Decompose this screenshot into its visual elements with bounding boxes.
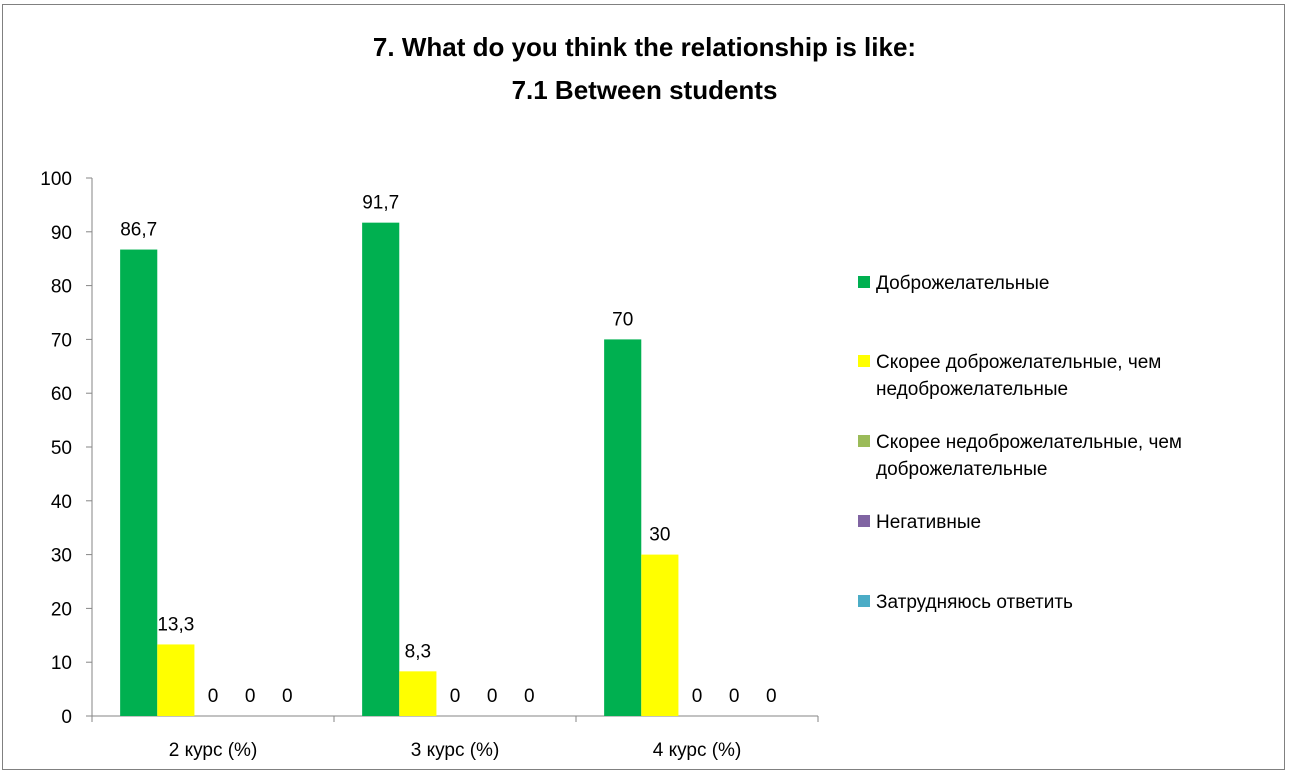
legend-label-line: доброжелательные: [876, 459, 1048, 480]
data-label: 86,7: [120, 220, 157, 241]
data-label: 0: [487, 686, 498, 707]
legend-swatch: [858, 595, 870, 607]
y-tick-label: 70: [51, 330, 72, 351]
legend-label-line: Негативные: [876, 512, 982, 533]
data-label: 0: [729, 686, 740, 707]
x-tick-label: 3 курс (%): [411, 740, 500, 761]
y-tick-label: 30: [51, 546, 72, 567]
legend-label: Затрудняюсь ответить: [876, 589, 1073, 616]
legend-label-line: Скорее доброжелательные, чем: [876, 352, 1162, 373]
chart-subtitle: 7.1 Between students: [511, 75, 778, 105]
bar: [120, 249, 158, 716]
bar: [641, 554, 679, 716]
y-tick-label: 100: [40, 169, 72, 190]
legend-swatch: [858, 355, 870, 367]
data-label: 0: [766, 686, 777, 707]
legend-label: Негативные: [876, 509, 981, 536]
data-label: 91,7: [362, 193, 399, 214]
y-tick-label: 20: [51, 599, 72, 620]
legend-label-line: Доброжелательные: [876, 273, 1050, 294]
data-label: 0: [245, 686, 256, 707]
y-tick-label: 10: [51, 653, 72, 674]
data-label: 13,3: [157, 614, 194, 635]
bar: [604, 339, 642, 716]
data-label: 0: [524, 686, 535, 707]
legend-label-line: Затрудняюсь ответить: [876, 592, 1073, 613]
legend-item: Негативные: [858, 509, 981, 536]
y-tick-label: 0: [61, 707, 72, 728]
bar: [157, 644, 195, 716]
y-tick-label: 90: [51, 223, 72, 244]
chart-title: 7. What do you think the relationship is…: [372, 32, 917, 62]
data-label: 8,3: [405, 641, 431, 662]
bar: [362, 222, 400, 717]
data-label: 30: [649, 525, 670, 546]
legend-label: Скорее доброжелательные, чем недоброжелат…: [876, 349, 1161, 403]
legend-label: Скорее недоброжелательные, чем доброжелат…: [876, 429, 1182, 483]
x-tick-label: 2 курс (%): [169, 740, 258, 761]
legend-item: Затрудняюсь ответить: [858, 589, 1073, 616]
data-label: 0: [450, 686, 461, 707]
x-tick-label: 4 курс (%): [653, 740, 742, 761]
y-tick-label: 60: [51, 384, 72, 405]
y-tick-label: 50: [51, 438, 72, 459]
legend-label-line: Скорее недоброжелательные, чем: [876, 432, 1182, 453]
data-label: 70: [612, 309, 633, 330]
legend-label-line: недоброжелательные: [876, 379, 1069, 400]
data-label: 0: [208, 686, 219, 707]
data-label: 0: [692, 686, 703, 707]
legend-swatch: [858, 515, 870, 527]
legend-item: Скорее недоброжелательные, чем доброжелат…: [858, 429, 1182, 483]
bar: [399, 671, 437, 716]
legend-label: Доброжелательные: [876, 270, 1049, 297]
legend-item: Скорее доброжелательные, чем недоброжелат…: [858, 349, 1161, 403]
legend-swatch: [858, 276, 870, 288]
data-label: 0: [282, 686, 293, 707]
y-tick-label: 40: [51, 492, 72, 513]
y-tick-label: 80: [51, 277, 72, 298]
legend-item: Доброжелательные: [858, 270, 1049, 297]
legend-swatch: [858, 435, 870, 447]
